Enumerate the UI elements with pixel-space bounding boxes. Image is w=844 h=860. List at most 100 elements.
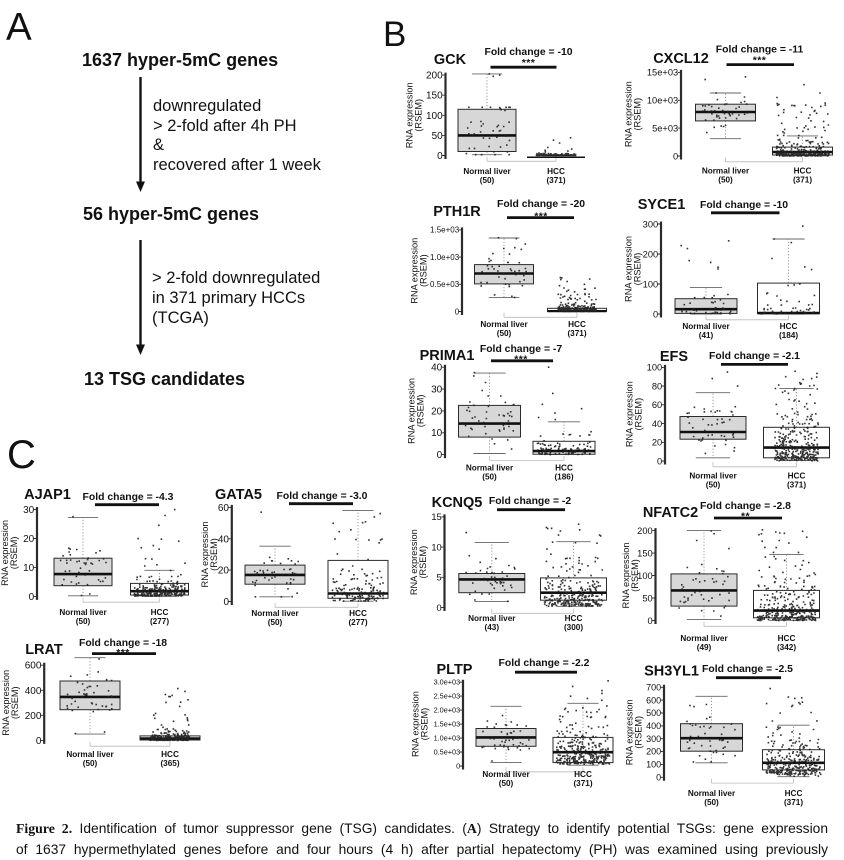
svg-text:5: 5 (437, 573, 442, 583)
svg-text:0: 0 (36, 736, 42, 747)
svg-text:600: 600 (646, 695, 661, 705)
svg-text:HCC: HCC (161, 750, 179, 759)
svg-text:downregulated: downregulated (153, 97, 261, 115)
svg-text:1.5e+03: 1.5e+03 (434, 720, 461, 729)
svg-text:10: 10 (431, 542, 441, 552)
svg-text:Fold change = -10: Fold change = -10 (484, 47, 572, 58)
svg-text:(371): (371) (567, 329, 586, 338)
svg-text:(50): (50) (83, 759, 98, 768)
svg-text:5e+03: 5e+03 (652, 123, 678, 133)
svg-text:(365): (365) (160, 759, 179, 768)
svg-text:***: *** (514, 353, 528, 365)
svg-text:RNA expression: RNA expression (621, 543, 631, 609)
svg-text:0: 0 (648, 616, 653, 626)
svg-text:10: 10 (23, 563, 35, 574)
svg-text:40: 40 (652, 419, 662, 429)
svg-text:Fold change = -2: Fold change = -2 (489, 496, 571, 507)
svg-text:1.5e+03: 1.5e+03 (430, 226, 460, 235)
svg-text:0: 0 (673, 151, 678, 161)
svg-text:20: 20 (23, 534, 35, 545)
svg-text:Fold change = -20: Fold change = -20 (497, 199, 585, 210)
svg-text:RNA expression: RNA expression (410, 238, 420, 304)
svg-text:> 2-fold downregulated: > 2-fold downregulated (152, 269, 320, 287)
svg-text:50: 50 (432, 131, 444, 142)
svg-text:PLTP: PLTP (437, 662, 473, 678)
svg-text:**: ** (741, 511, 750, 523)
svg-text:30: 30 (23, 505, 35, 516)
svg-text:500: 500 (646, 708, 661, 718)
svg-text:HCC: HCC (547, 167, 565, 176)
svg-text:300: 300 (643, 219, 659, 229)
svg-text:60: 60 (652, 400, 662, 410)
svg-text:HCC: HCC (349, 609, 367, 618)
svg-text:(RSEM): (RSEM) (420, 708, 430, 741)
svg-text:400: 400 (25, 686, 42, 697)
svg-text:50: 50 (642, 593, 652, 603)
svg-text:56 hyper-5mC genes: 56 hyper-5mC genes (83, 204, 259, 224)
svg-text:Fold change = -7: Fold change = -7 (480, 344, 562, 355)
svg-text:(371): (371) (546, 176, 565, 185)
svg-text:400: 400 (646, 721, 661, 731)
svg-text:HCC: HCC (778, 634, 796, 643)
svg-text:1.0e+03: 1.0e+03 (434, 734, 461, 743)
svg-text:(RSEM): (RSEM) (632, 253, 642, 286)
svg-text:(371): (371) (787, 480, 806, 489)
svg-text:RNA expression: RNA expression (625, 699, 635, 765)
svg-text:RNA expression: RNA expression (411, 691, 421, 757)
svg-text:RNA expression: RNA expression (624, 81, 634, 147)
svg-text:HCC: HCC (565, 614, 583, 623)
svg-text:A: A (6, 6, 32, 49)
svg-text:(43): (43) (485, 623, 500, 632)
svg-text:Normal liver: Normal liver (251, 609, 299, 618)
svg-text:(184): (184) (779, 331, 798, 340)
svg-text:0: 0 (455, 307, 460, 316)
svg-text:HCC: HCC (574, 770, 592, 779)
svg-text:(277): (277) (150, 617, 169, 626)
svg-text:10e+03: 10e+03 (647, 96, 678, 106)
svg-text:in 371 primary HCCs: in 371 primary HCCs (152, 289, 305, 307)
svg-text:(277): (277) (348, 618, 367, 627)
svg-text:SYCE1: SYCE1 (638, 197, 686, 213)
svg-text:RNA expression: RNA expression (409, 529, 419, 595)
svg-text:Fold change = -2.5: Fold change = -2.5 (702, 664, 793, 675)
svg-text:HCC: HCC (780, 322, 798, 331)
svg-text:Fold change = -2.1: Fold change = -2.1 (709, 351, 800, 362)
svg-text:200: 200 (637, 526, 653, 536)
svg-text:RNA expression: RNA expression (623, 236, 633, 302)
svg-text:RNA expression: RNA expression (407, 378, 417, 444)
svg-text:100: 100 (647, 363, 663, 373)
svg-text:B: B (383, 15, 406, 54)
svg-text:0: 0 (456, 762, 460, 771)
svg-text:1.0e+03: 1.0e+03 (430, 253, 460, 262)
svg-text:Fold change = -3.0: Fold change = -3.0 (277, 491, 368, 502)
svg-text:KCNQ5: KCNQ5 (432, 495, 483, 511)
svg-text:Normal liver: Normal liver (682, 322, 730, 331)
svg-text:13 TSG candidates: 13 TSG candidates (84, 369, 245, 389)
svg-text:0: 0 (437, 603, 442, 613)
svg-text:C: C (7, 433, 36, 477)
svg-text:(RSEM): (RSEM) (209, 538, 219, 571)
svg-text:(RSEM): (RSEM) (630, 559, 640, 592)
svg-text:(300): (300) (564, 623, 583, 632)
svg-text:Fold change = -18: Fold change = -18 (79, 638, 167, 649)
svg-text:Normal liver: Normal liver (480, 320, 528, 329)
svg-text:1637 hyper-5mC genes: 1637 hyper-5mC genes (82, 50, 278, 70)
svg-text:Fold change = -4.3: Fold change = -4.3 (83, 492, 174, 503)
svg-text:0: 0 (656, 772, 661, 782)
svg-text:(371): (371) (784, 798, 803, 807)
svg-text:Fold change = -2.2: Fold change = -2.2 (499, 658, 590, 669)
svg-text:Normal liver: Normal liver (689, 472, 737, 481)
svg-text:0: 0 (223, 597, 229, 608)
svg-text:600: 600 (25, 661, 42, 672)
svg-text:(371): (371) (573, 779, 592, 788)
svg-text:> 2-fold after 4h PH: > 2-fold after 4h PH (153, 117, 297, 135)
svg-text:60: 60 (218, 503, 230, 514)
svg-text:15: 15 (431, 512, 441, 522)
svg-text:(RSEM): (RSEM) (418, 546, 428, 579)
svg-text:(RSEM): (RSEM) (633, 98, 643, 131)
svg-text:EFS: EFS (660, 349, 689, 365)
svg-text:200: 200 (643, 249, 659, 259)
svg-text:HCC: HCC (555, 464, 573, 473)
svg-text:RNA expression: RNA expression (200, 522, 210, 588)
svg-text:RNA expression: RNA expression (1, 670, 11, 736)
